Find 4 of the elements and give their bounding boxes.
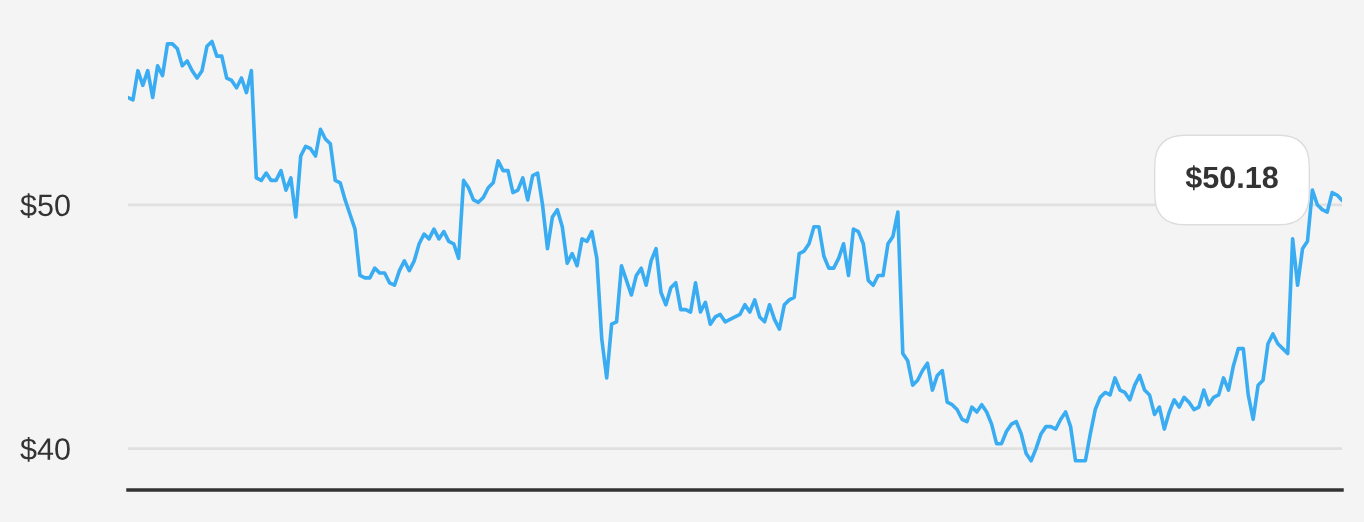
annotation: $50.18 bbox=[1185, 165, 1278, 191]
y-tick-label: $40 bbox=[20, 437, 70, 462]
line-series bbox=[128, 39, 1342, 463]
y-tick-label: $50 bbox=[20, 193, 70, 218]
